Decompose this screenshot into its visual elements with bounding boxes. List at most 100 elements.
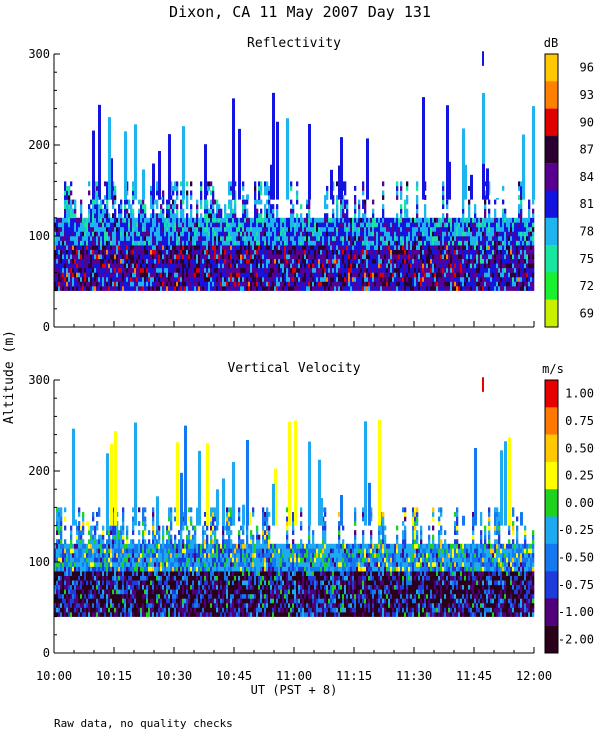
heatmap-cell (376, 226, 379, 232)
heatmap-cell (446, 240, 449, 246)
heatmap-cell (204, 254, 207, 260)
heatmap-cell (154, 240, 157, 246)
heatmap-cell (148, 222, 151, 228)
heatmap-cell (502, 199, 505, 205)
heatmap-cell (88, 598, 91, 604)
heatmap-cell (476, 231, 479, 237)
heatmap-cell (248, 258, 251, 264)
heatmap-cell (104, 258, 107, 264)
heatmap-cell (220, 263, 223, 269)
heatmap-cell (244, 231, 247, 237)
heatmap-cell (162, 276, 165, 282)
heatmap-cell (450, 240, 453, 246)
heatmap-cell (96, 580, 99, 586)
heatmap-cell (118, 245, 121, 250)
heatmap-cell (124, 236, 127, 241)
heatmap-cell (294, 249, 297, 255)
heatmap-cell (278, 263, 281, 269)
heatmap-cell (168, 254, 171, 260)
heatmap-cell (198, 263, 201, 269)
heatmap-cell (98, 612, 101, 617)
heatmap-cell (80, 267, 83, 273)
heatmap-cell (220, 236, 223, 241)
heatmap-cell (282, 281, 285, 287)
heatmap-cell (482, 281, 485, 287)
heatmap-cell (98, 571, 101, 576)
heatmap-cell (276, 267, 279, 273)
heatmap-cell (208, 263, 211, 269)
heatmap-cell (366, 263, 369, 269)
heatmap-cell (100, 276, 103, 282)
heatmap-cell (302, 240, 305, 246)
heatmap-cell (328, 236, 331, 241)
heatmap-cell (470, 236, 473, 241)
heatmap-cell (508, 245, 511, 250)
heatmap-cell (72, 226, 75, 232)
heatmap-cell (64, 575, 67, 581)
heatmap-cell (318, 254, 321, 260)
heatmap-cell (130, 258, 133, 264)
heatmap-cell (100, 249, 103, 255)
heatmap-cell (112, 263, 115, 269)
heatmap-cell (80, 534, 83, 540)
heatmap-cell (522, 231, 525, 237)
heatmap-cell (172, 226, 175, 232)
heatmap-cell (196, 222, 199, 228)
heatmap-cell (446, 258, 449, 264)
heatmap-cell (408, 286, 411, 291)
heatmap-cell (66, 589, 69, 595)
heatmap-cell (292, 258, 295, 264)
heatmap-cell (64, 580, 67, 586)
heatmap-cell (532, 258, 535, 264)
heatmap-cell (90, 286, 93, 291)
heatmap-cell (166, 276, 169, 282)
heatmap-cell (396, 276, 399, 282)
heatmap-cell (386, 286, 389, 291)
heatmap-cell (338, 226, 341, 232)
heatmap-cell (200, 249, 203, 255)
heatmap-cell (258, 245, 261, 250)
echo-streak (482, 92, 485, 200)
echo-streak (340, 137, 343, 200)
heatmap-cell (464, 272, 467, 278)
heatmap-cell (84, 571, 87, 576)
heatmap-cell (212, 185, 215, 191)
heatmap-cell (306, 276, 309, 282)
heatmap-cell (166, 204, 169, 209)
heatmap-cell (438, 272, 441, 278)
heatmap-cell (402, 286, 405, 291)
heatmap-cell (342, 204, 345, 209)
heatmap-cell (270, 254, 273, 260)
heatmap-cell (92, 281, 95, 287)
heatmap-cell (406, 213, 409, 219)
heatmap-cell (142, 217, 145, 223)
heatmap-cell (330, 249, 333, 255)
heatmap-cell (462, 240, 465, 246)
heatmap-cell (200, 281, 203, 287)
heatmap-cell (64, 190, 67, 196)
heatmap-cell (476, 258, 479, 264)
heatmap-cell (278, 245, 281, 250)
heatmap-cell (54, 598, 57, 604)
heatmap-cell (244, 204, 247, 209)
heatmap-cell (200, 240, 203, 246)
heatmap-cell (80, 240, 83, 246)
heatmap-cell (326, 258, 329, 264)
heatmap-cell (70, 249, 73, 255)
heatmap-cell (352, 249, 355, 255)
heatmap-cell (440, 263, 443, 269)
heatmap-cell (414, 281, 417, 287)
heatmap-cell (468, 286, 471, 291)
heatmap-cell (370, 231, 373, 237)
heatmap-cell (440, 286, 443, 291)
heatmap-cell (164, 249, 167, 255)
heatmap-cell (294, 286, 297, 291)
heatmap-cell (270, 222, 273, 228)
heatmap-cell (62, 222, 65, 228)
heatmap-cell (504, 272, 507, 278)
heatmap-cell (114, 272, 117, 278)
heatmap-cell (354, 185, 357, 191)
heatmap-cell (90, 208, 93, 214)
heatmap-cell (418, 286, 421, 291)
heatmap-cell (464, 249, 467, 255)
